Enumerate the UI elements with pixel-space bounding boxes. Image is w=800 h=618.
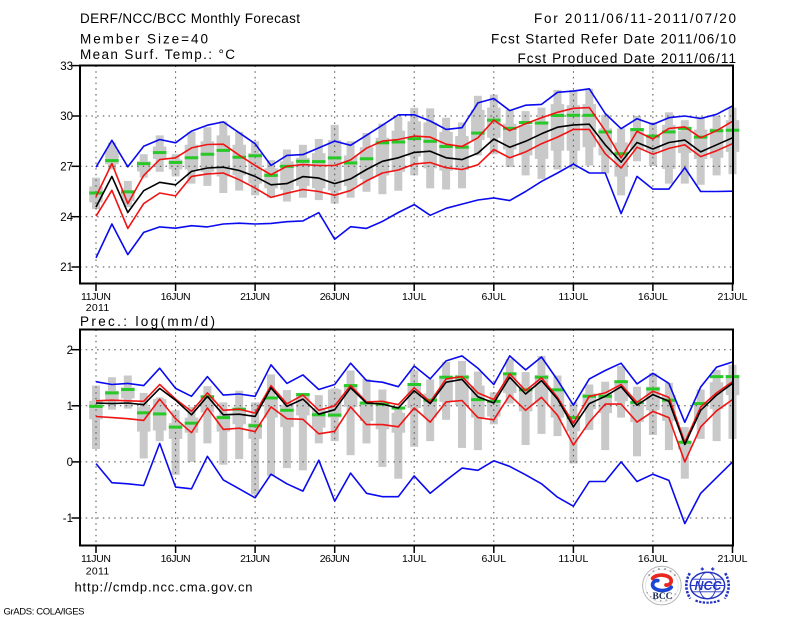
svg-text:Fcst Started Refer Date 2011/0: Fcst Started Refer Date 2011/06/10 (491, 32, 736, 47)
svg-text:DERF/NCC/BCC Monthly Forecast: DERF/NCC/BCC Monthly Forecast (80, 11, 300, 26)
svg-text:26JUN: 26JUN (320, 291, 350, 303)
svg-text:11JUN: 11JUN (81, 553, 111, 565)
svg-text:11JUN: 11JUN (81, 291, 111, 303)
svg-text:NCC: NCC (695, 579, 723, 593)
svg-text:Fcst Produced Date 2011/06/11: Fcst Produced Date 2011/06/11 (518, 51, 737, 66)
svg-text:21JUL: 21JUL (718, 291, 748, 303)
svg-text:16JUL: 16JUL (638, 553, 668, 565)
svg-text:Prec.: log(mm/d): Prec.: log(mm/d) (80, 314, 215, 329)
svg-text:http://cmdp.ncc.cma.gov.cn: http://cmdp.ncc.cma.gov.cn (75, 580, 253, 595)
svg-text:2011: 2011 (86, 566, 110, 578)
svg-text:Member Size=40: Member Size=40 (80, 32, 208, 47)
svg-text:21JUN: 21JUN (240, 291, 270, 303)
svg-text:6JUL: 6JUL (482, 553, 507, 565)
svg-text:11JUL: 11JUL (558, 291, 588, 303)
svg-text:11JUL: 11JUL (558, 553, 588, 565)
svg-text:Mean Surf. Temp.: °C: Mean Surf. Temp.: °C (80, 47, 235, 62)
svg-text:33: 33 (60, 61, 73, 73)
svg-text:For 2011/06/11-2011/07/20: For 2011/06/11-2011/07/20 (534, 11, 736, 26)
svg-text:21JUL: 21JUL (718, 553, 748, 565)
svg-text:GrADS: COLA/IGES: GrADS: COLA/IGES (4, 607, 85, 618)
svg-text:21: 21 (60, 262, 73, 274)
svg-text:16JUN: 16JUN (161, 291, 191, 303)
svg-text:27: 27 (60, 162, 73, 174)
svg-text:6JUL: 6JUL (482, 291, 507, 303)
svg-text:1JUL: 1JUL (402, 553, 427, 565)
svg-text:BCC: BCC (653, 592, 673, 602)
svg-text:16JUN: 16JUN (161, 553, 191, 565)
svg-text:0: 0 (67, 457, 73, 469)
svg-text:-1: -1 (63, 513, 73, 525)
svg-text:24: 24 (60, 212, 73, 224)
svg-text:2011: 2011 (86, 302, 110, 314)
svg-text:1: 1 (67, 401, 73, 413)
svg-text:30: 30 (60, 111, 73, 123)
svg-text:16JUL: 16JUL (638, 291, 668, 303)
svg-text:2: 2 (67, 345, 73, 357)
svg-text:21JUN: 21JUN (240, 553, 270, 565)
svg-text:1JUL: 1JUL (402, 291, 427, 303)
svg-text:26JUN: 26JUN (320, 553, 350, 565)
